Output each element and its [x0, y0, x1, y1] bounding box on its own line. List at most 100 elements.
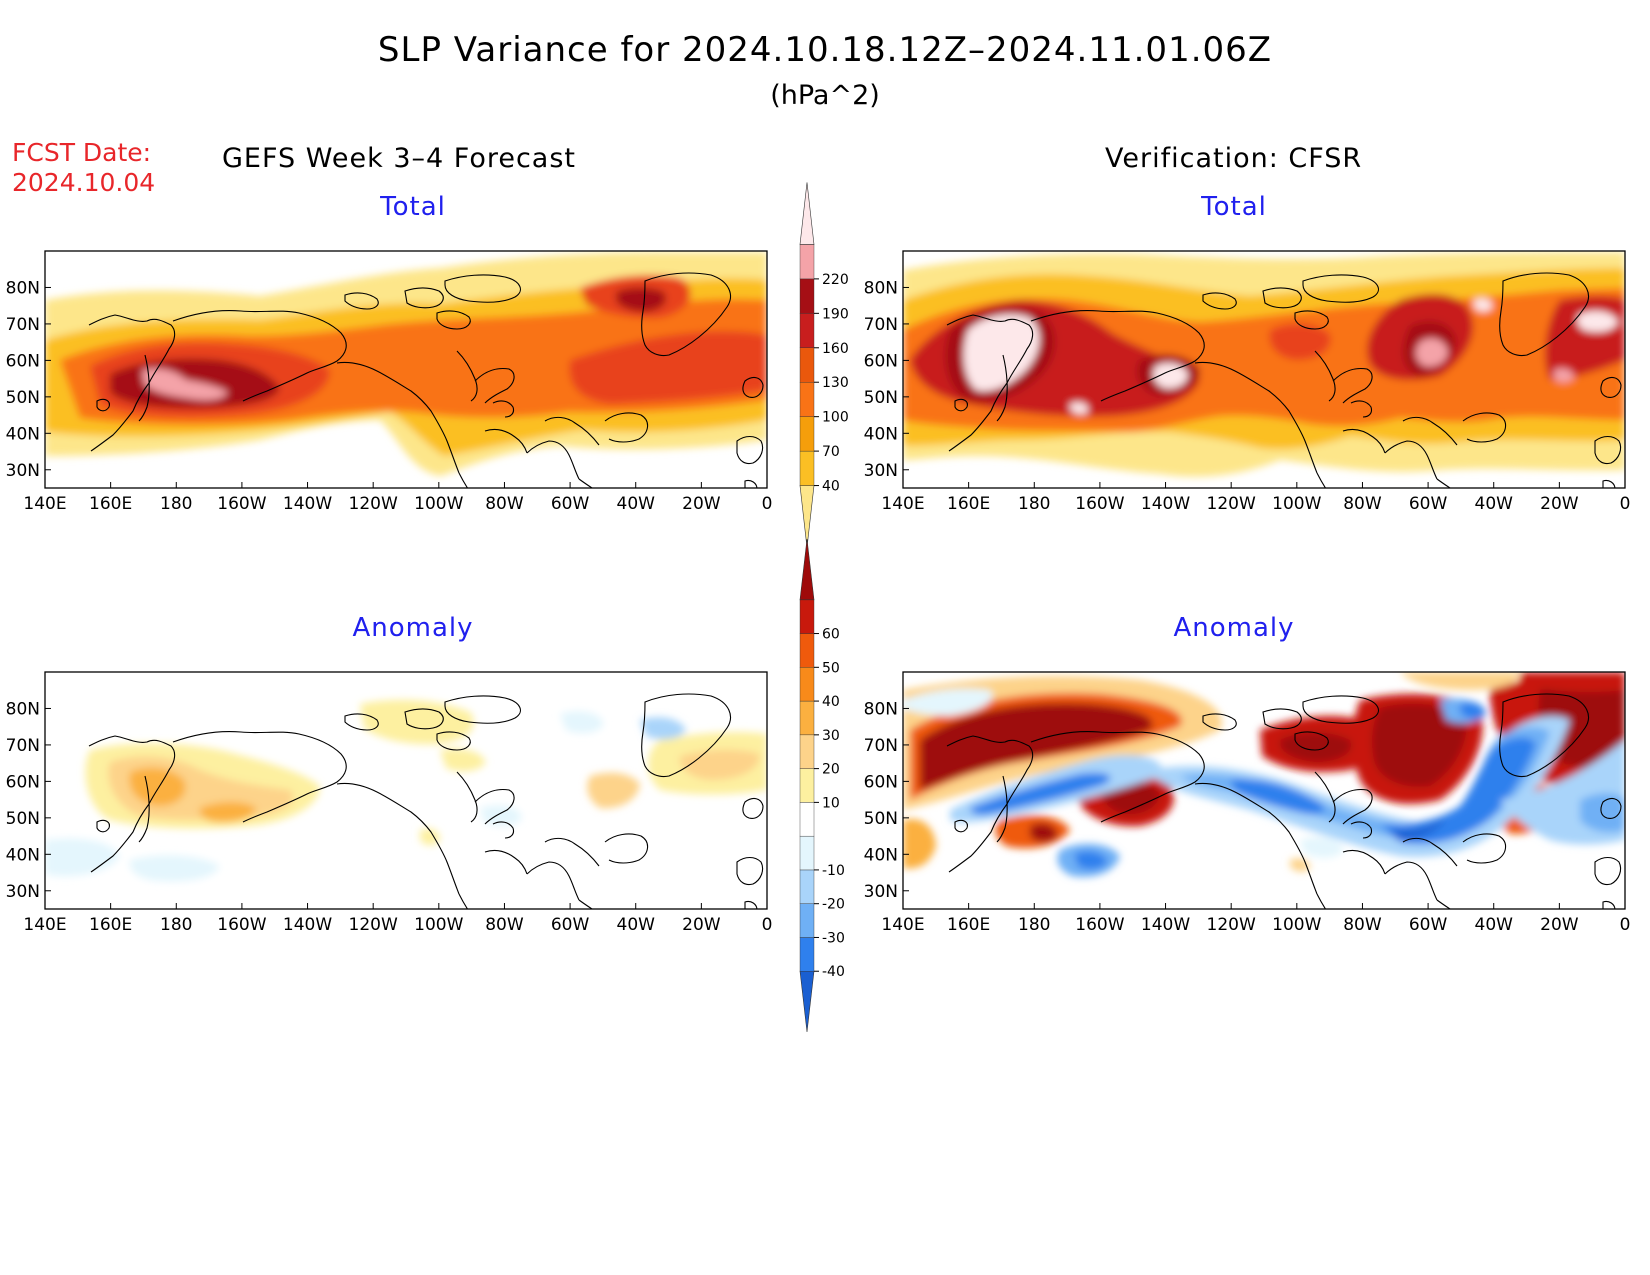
- lon-tick-label: 120W: [1207, 915, 1256, 935]
- lon-tick-label: 180: [1018, 915, 1050, 935]
- lon-tick-label: 140W: [1141, 494, 1190, 514]
- lon-tick-label: 100W: [1272, 494, 1321, 514]
- lat-tick-label: 30N: [6, 882, 40, 902]
- colorbar-tick-label: -20: [822, 897, 845, 913]
- colorbar-cell: [799, 768, 815, 803]
- lon-tick-label: 120W: [349, 494, 398, 514]
- lat-tick-label: 70N: [864, 736, 898, 756]
- lon-tick-label: 160E: [947, 494, 990, 514]
- lat-tick-label: 40N: [864, 845, 898, 865]
- lon-tick-label: 0: [1620, 915, 1631, 935]
- lon-tick-label: 160W: [217, 494, 266, 514]
- lon-tick-label: 100W: [1272, 915, 1321, 935]
- lat-tick-label: 70N: [6, 315, 40, 335]
- colorbar-tick-label: 100: [822, 410, 849, 426]
- colorbar-tick-label: 70: [822, 444, 840, 460]
- lat-tick-label: 60N: [864, 772, 898, 792]
- colorbar-tick-label: 30: [822, 728, 840, 744]
- lat-tick-label: 80N: [6, 278, 40, 298]
- colorbar-cell: [799, 538, 815, 601]
- lon-tick-label: 140E: [23, 915, 66, 935]
- main-title: SLP Variance for 2024.10.18.12Z–2024.11.…: [377, 30, 1273, 70]
- colorbar-tick-label: 60: [822, 627, 840, 643]
- lon-tick-label: 160W: [1075, 494, 1124, 514]
- lon-tick-label: 140W: [1141, 915, 1190, 935]
- colorbar-tick-label: 160: [822, 341, 849, 357]
- colorbar-tick-label: 20: [822, 762, 840, 778]
- gefs-total-map: [44, 250, 768, 489]
- lon-tick-label: 180: [1018, 494, 1050, 514]
- colorbar-cell: [799, 802, 815, 837]
- colorbar-tick-label: -40: [822, 964, 845, 980]
- colorbar-cell: [799, 903, 815, 938]
- colorbar-tick-label: 190: [822, 306, 849, 322]
- lat-tick-label: 50N: [6, 388, 40, 408]
- lat-tick-label: 60N: [6, 772, 40, 792]
- lon-tick-label: 20W: [1540, 494, 1579, 514]
- lon-tick-label: 120W: [349, 915, 398, 935]
- colorbar-cell: [799, 313, 815, 348]
- units-subtitle: (hPa^2): [770, 80, 880, 111]
- lon-tick-label: 20W: [682, 494, 721, 514]
- colorbar-cell: [799, 416, 815, 452]
- colorbar-cell: [799, 970, 815, 1033]
- lat-tick-label: 80N: [864, 699, 898, 719]
- colorbar-tick-label: 130: [822, 375, 849, 391]
- lon-tick-label: 160E: [89, 494, 132, 514]
- colorbar-tick-label: 40: [822, 479, 840, 495]
- anomaly-colorbar: -40 -30 -20 -10 10 20 30 40 50 60: [799, 538, 845, 1033]
- lon-tick-label: 120W: [1207, 494, 1256, 514]
- lon-tick-label: 40W: [617, 494, 656, 514]
- lat-tick-label: 40N: [864, 424, 898, 444]
- axis-labels-layer: 140E 160E 180 160W 140W 120W 100W 80W 60W 40W 20W 0…: [6, 278, 1631, 935]
- lon-tick-label: 180: [160, 494, 192, 514]
- colorbar-cell: [799, 734, 815, 769]
- lon-tick-label: 60W: [1409, 494, 1448, 514]
- colorbar-cell: [799, 599, 815, 634]
- lon-tick-label: 60W: [551, 494, 590, 514]
- panel-title-cfsr-total: Total: [1201, 192, 1267, 222]
- colorbar-cell: [799, 700, 815, 736]
- colorbar-cell: [799, 244, 815, 280]
- lat-tick-label: 80N: [864, 278, 898, 298]
- lon-tick-label: 100W: [414, 494, 463, 514]
- lon-tick-label: 160E: [947, 915, 990, 935]
- lon-tick-label: 60W: [1409, 915, 1448, 935]
- panel-title-cfsr-anomaly: Anomaly: [1173, 613, 1295, 643]
- lat-tick-label: 60N: [6, 351, 40, 371]
- colorbar-tick-label: 50: [822, 660, 840, 676]
- lon-tick-label: 140E: [23, 494, 66, 514]
- lat-tick-label: 50N: [864, 388, 898, 408]
- gefs-anomaly-map: [44, 671, 768, 910]
- lat-tick-label: 30N: [6, 461, 40, 481]
- lat-tick-label: 60N: [864, 351, 898, 371]
- forecast-date-label: FCST Date:: [12, 138, 152, 167]
- cfsr-total-map: [902, 250, 1626, 489]
- lon-tick-label: 160W: [1075, 915, 1124, 935]
- lon-tick-label: 80W: [485, 915, 524, 935]
- lat-tick-label: 70N: [6, 736, 40, 756]
- lat-tick-label: 70N: [864, 315, 898, 335]
- lat-tick-label: 40N: [6, 845, 40, 865]
- lon-tick-label: 80W: [1343, 494, 1382, 514]
- lon-tick-label: 140W: [283, 494, 332, 514]
- lon-tick-label: 40W: [1475, 915, 1514, 935]
- colorbar-cell: [799, 382, 815, 417]
- lat-tick-label: 50N: [864, 809, 898, 829]
- colorbar-cell: [799, 347, 815, 383]
- colorbar-cell: [799, 835, 815, 871]
- panel-title-gefs-anomaly: Anomaly: [352, 613, 474, 643]
- forecast-date-value: 2024.10.04: [12, 168, 156, 197]
- lon-tick-label: 160W: [217, 915, 266, 935]
- lon-tick-label: 20W: [1540, 915, 1579, 935]
- colorbar-cell: [799, 278, 815, 314]
- lon-tick-label: 140W: [283, 915, 332, 935]
- colorbar-cell: [799, 450, 815, 486]
- lon-tick-label: 60W: [551, 915, 590, 935]
- gefs-column-heading: GEFS Week 3–4 Forecast: [222, 143, 577, 174]
- colorbar-cell: [799, 633, 815, 668]
- cfsr-column-heading: Verification: CFSR: [1105, 143, 1363, 174]
- lat-tick-label: 40N: [6, 424, 40, 444]
- lat-tick-label: 30N: [864, 882, 898, 902]
